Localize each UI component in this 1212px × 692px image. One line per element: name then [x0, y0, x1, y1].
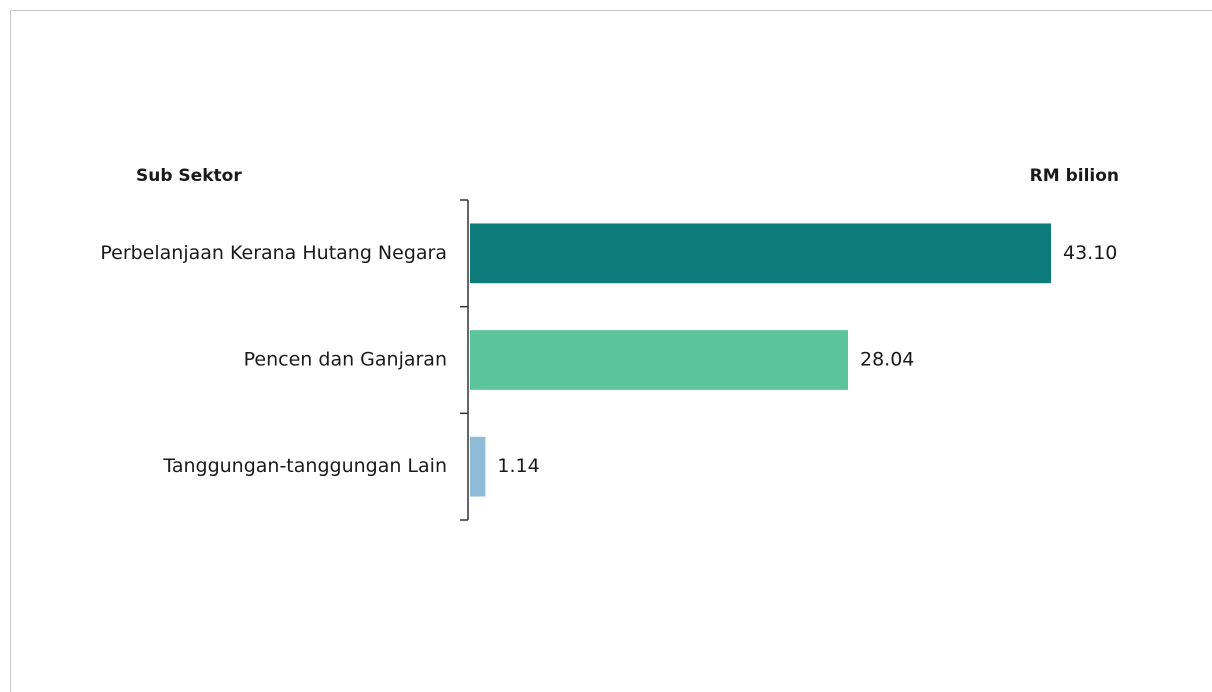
- category-header: Sub Sektor: [136, 166, 242, 186]
- category-label: Tanggungan-tanggungan Lain: [162, 455, 447, 477]
- category-label: Perbelanjaan Kerana Hutang Negara: [100, 242, 447, 264]
- bar: [470, 436, 486, 497]
- value-label: 1.14: [497, 455, 539, 477]
- bar: [470, 223, 1051, 284]
- value-label: 43.10: [1063, 242, 1117, 264]
- bar: [470, 330, 848, 390]
- value-header: RM bilion: [1030, 166, 1119, 186]
- category-label: Pencen dan Ganjaran: [244, 349, 447, 371]
- frame: [10, 10, 1212, 692]
- value-label: 28.04: [860, 349, 914, 371]
